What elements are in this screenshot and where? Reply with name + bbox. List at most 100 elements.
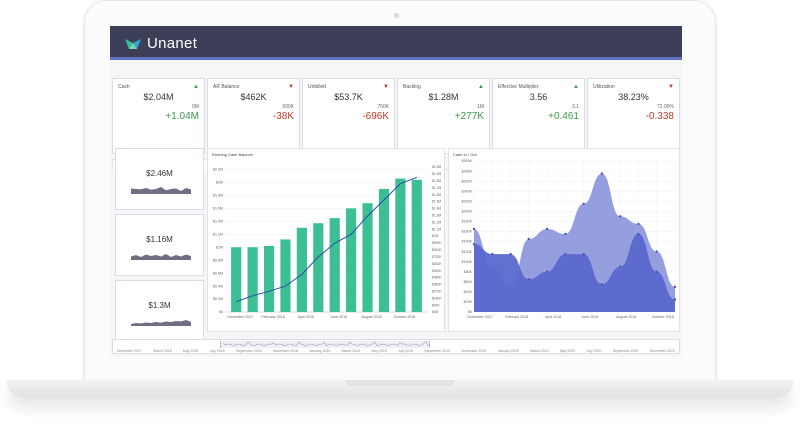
range-selection-handle[interactable] [220, 341, 430, 348]
arrow-up-icon: ▲ [573, 84, 579, 90]
data-point[interactable] [655, 270, 658, 273]
data-point[interactable] [655, 250, 658, 253]
data-point[interactable] [564, 252, 567, 256]
running-cash-chart: $0 $0.2M $0.4M $0.6M $0.8M $1M $1.2M $1.4M $1.6M… [213, 165, 442, 319]
data-point[interactable] [545, 227, 549, 231]
running-cash-panel: Running Cash Balance $0 $0.2M $0.4M $0.6M $0… [207, 148, 445, 332]
range-labels: December 2017 March 2018 May 2018 July 2018… [117, 349, 675, 353]
bar[interactable] [395, 178, 406, 312]
data-point[interactable] [582, 252, 585, 256]
data-point[interactable] [600, 172, 604, 175]
app-header: Unanet [110, 26, 682, 60]
kpi-value: $1.28M [428, 92, 459, 102]
y-tick-label: $0.2M [213, 297, 223, 301]
data-point[interactable] [564, 232, 567, 236]
y-tick-label: $280K [462, 169, 473, 173]
data-point[interactable] [637, 222, 640, 226]
data-point[interactable] [545, 270, 549, 273]
y2-tick-label: $1.2M [432, 220, 441, 224]
data-point[interactable] [618, 215, 622, 218]
bar[interactable] [378, 188, 390, 312]
y-tick-label: $140K [462, 240, 473, 244]
mini-card-ar[interactable]: $1.16M [115, 214, 204, 276]
mini-card-value: $2.46M [146, 169, 173, 178]
arrow-down-icon: ▼ [668, 84, 674, 90]
bar[interactable] [329, 218, 340, 312]
bar[interactable] [411, 179, 422, 312]
y2-tick-label: $1M [432, 234, 439, 238]
x-tick-label: February 2018 [261, 315, 284, 319]
y-tick-label: $60K [464, 280, 473, 284]
x-tick-label: June 2018 [330, 315, 347, 319]
cash-in-out-panel: Cash In / Out $0 $20K $40K $60K $80K $100K $12… [448, 148, 680, 332]
running-cash-title: Running Cash Balance [212, 152, 253, 157]
y-tick-label: $40K [464, 290, 473, 294]
y-tick-label: $1.4M [213, 220, 223, 224]
bar[interactable] [296, 227, 307, 312]
range-label: September 2018 [235, 349, 262, 353]
data-point[interactable] [472, 242, 476, 246]
kpi-tile[interactable]: Unbilled ▼ $53.7K 750K -696K [302, 78, 395, 154]
y-tick-label: $200K [462, 210, 473, 214]
kpi-value: $2.04M [143, 92, 174, 102]
y-tick-label: $2.2M [213, 168, 223, 172]
mini-sparkline [131, 320, 191, 326]
y-tick-label: $260K [462, 179, 473, 183]
x-tick-label: December 2017 [227, 315, 253, 319]
range-label: July 2018 [209, 349, 225, 353]
kpi-tile[interactable]: Cash ▲ $2.04M 0M +1.04M [112, 78, 205, 154]
data-point[interactable] [618, 265, 622, 268]
kpi-tile[interactable]: Backlog ▲ $1.28M 1M +277K [397, 78, 490, 154]
y-tick-label: $240K [462, 189, 473, 193]
kpi-strip: Cash ▲ $2.04M 0M +1.04M AR Balance ▼ $462K 500K -… [112, 78, 680, 154]
laptop-notch [345, 380, 455, 386]
kpi-reference: 500K [282, 104, 294, 110]
y-tick-label: $2M [216, 181, 223, 185]
bar[interactable] [346, 208, 357, 312]
data-point[interactable] [673, 285, 677, 289]
kpi-delta: +0.461 [548, 111, 579, 122]
kpi-reference: 750K [377, 104, 389, 110]
data-point[interactable] [673, 298, 677, 301]
data-point[interactable] [527, 278, 531, 281]
range-label: September 2020 [612, 349, 639, 353]
y-tick-label: $1M [216, 245, 223, 249]
y-tick-label: $180K [462, 220, 473, 224]
data-point[interactable] [509, 252, 512, 256]
kpi-delta: +277K [454, 111, 484, 122]
data-point[interactable] [637, 232, 640, 236]
y-tick-label: $1.8M [213, 194, 223, 198]
bar[interactable] [263, 245, 275, 312]
kpi-tile[interactable]: AR Balance ▼ $462K 500K -38K [207, 78, 300, 154]
data-point[interactable] [582, 202, 585, 205]
unanet-logo-icon [125, 38, 141, 49]
data-point[interactable] [472, 227, 476, 231]
y2-tick-label: $0M [432, 310, 439, 314]
data-point[interactable] [491, 252, 494, 256]
kpi-label: Cash [118, 84, 130, 90]
date-range-selector[interactable]: December 2017 March 2018 May 2018 July 2018… [112, 339, 680, 354]
kpi-tile[interactable]: Utilization ▼ 38.23% 72.00% -0.338 [587, 78, 680, 154]
mini-card-unbilled[interactable]: $1.3M [115, 280, 204, 342]
bar[interactable] [231, 247, 242, 312]
kpi-tile[interactable]: Effective Multiplier ▲ 3.56 3.1 +0.461 [492, 78, 585, 154]
arrow-up-icon: ▲ [478, 84, 484, 90]
mini-card-cash[interactable]: $2.46M [115, 148, 204, 210]
x-tick-label: August 2018 [616, 315, 636, 319]
bar[interactable] [313, 223, 324, 312]
data-point[interactable] [527, 237, 531, 241]
bar[interactable] [280, 239, 291, 312]
sparkline-area [131, 320, 191, 326]
range-label: March 2020 [530, 349, 549, 353]
y2-tick-label: $1.5M [432, 200, 441, 204]
x-tick-label: June 2018 [581, 315, 598, 319]
cash-in-out-chart: $0 $20K $40K $60K $80K $100K $120K $140K $160K $1… [462, 159, 677, 319]
y2-tick-label: $2.0M [432, 165, 441, 169]
bar[interactable] [362, 203, 373, 312]
app-logo[interactable]: Unanet [124, 35, 197, 52]
range-label: December 2020 [649, 349, 675, 353]
range-label: July 2019 [398, 349, 413, 353]
bar[interactable] [247, 247, 258, 312]
data-point[interactable] [600, 283, 604, 286]
